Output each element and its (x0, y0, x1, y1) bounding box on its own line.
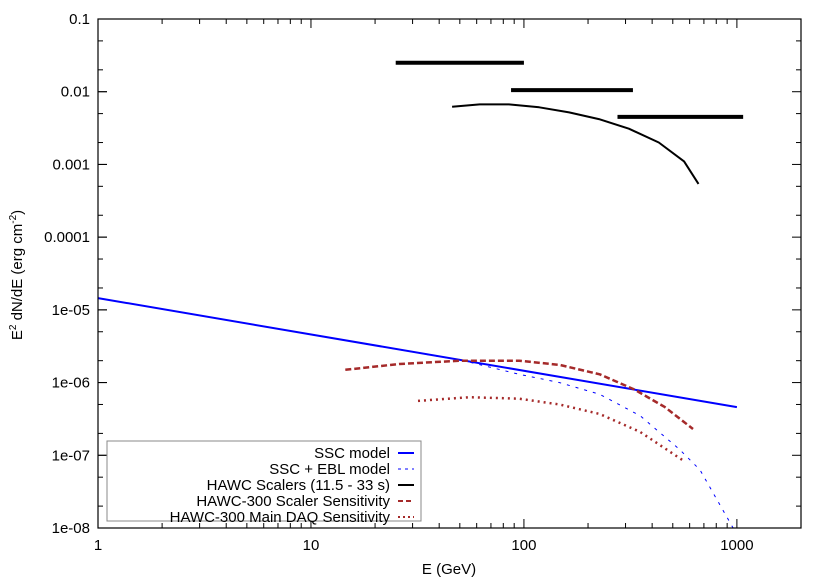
y-tick-label: 1e-07 (52, 447, 90, 464)
y-tick-label: 0.01 (61, 84, 90, 101)
x-tick-label: 1000 (720, 537, 753, 554)
series-line-2 (452, 103, 700, 185)
legend-label: SSC model (314, 445, 390, 462)
y-tick-label: 0.0001 (44, 229, 90, 246)
legend-label: SSC + EBL model (269, 461, 390, 478)
plot-frame (97, 18, 802, 529)
y-tick-label: 0.001 (52, 156, 90, 173)
series-line-4 (417, 395, 684, 462)
upper-limit-bars (395, 60, 744, 119)
x-axis-title: E (GeV) (422, 561, 476, 578)
series-line-1 (97, 297, 734, 529)
legend-label: HAWC-300 Scaler Sensitivity (196, 493, 390, 510)
y-tick-label: 0.1 (69, 11, 90, 28)
legend-label: HAWC Scalers (11.5 - 33 s) (207, 477, 390, 494)
legend-label: HAWC-300 Main DAQ Sensitivity (170, 509, 391, 526)
legend-box (106, 440, 422, 522)
x-tick-label: 1 (94, 537, 102, 554)
series-line-3 (345, 359, 694, 430)
x-axis-ticks: 1 10 100 1000 (94, 19, 802, 554)
y-tick-label: 1e-08 (52, 520, 90, 537)
y-tick-label: 1e-06 (52, 375, 90, 392)
y-tick-label: 1e-05 (52, 302, 90, 319)
x-tick-label: 10 (303, 537, 320, 554)
y-axis-title: E2 dN/dE (erg cm-2) (8, 210, 26, 340)
y-axis-ticks: 0.1 0.01 0.001 0.0001 1e-05 1e-06 1e-07 1e-08 (44, 11, 801, 537)
x-tick-label: 100 (511, 537, 536, 554)
plot-series (97, 103, 738, 529)
